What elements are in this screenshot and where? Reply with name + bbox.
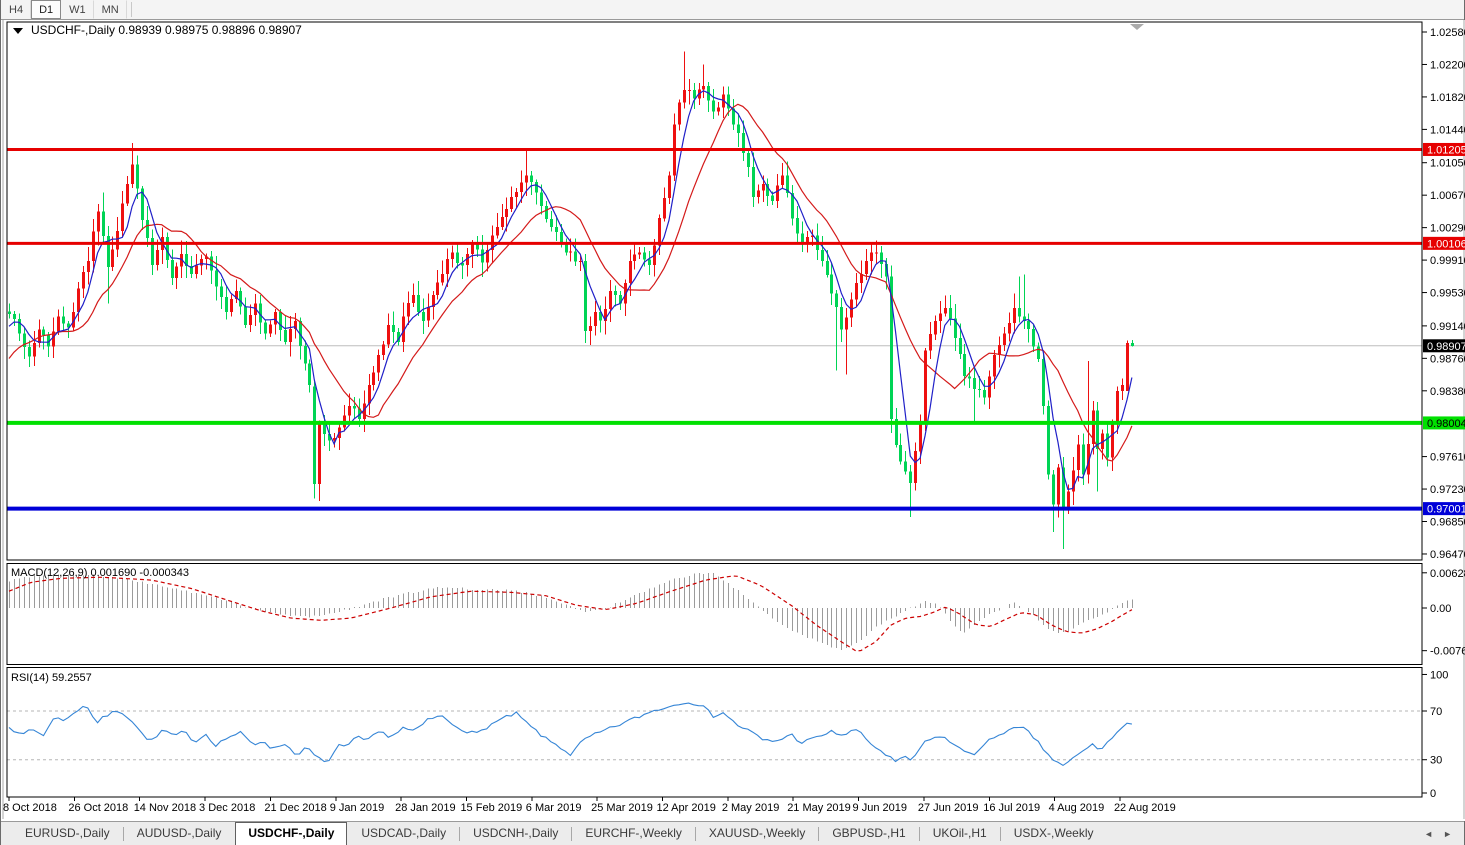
- chart-tab-usdcnh-daily[interactable]: USDCNH-,Daily: [473, 826, 559, 840]
- chart-tab-usdchf-daily[interactable]: USDCHF-,Daily: [235, 822, 348, 845]
- svg-text:26 Oct 2018: 26 Oct 2018: [68, 802, 128, 814]
- svg-text:1.02580: 1.02580: [1430, 27, 1465, 39]
- svg-text:12 Apr 2019: 12 Apr 2019: [657, 802, 716, 814]
- chart-tab-usdcad-daily[interactable]: USDCAD-,Daily: [361, 826, 447, 840]
- svg-text:0.98004: 0.98004: [1427, 418, 1465, 430]
- timeframe-button-mn[interactable]: MN: [94, 0, 127, 19]
- chart-tab-gbpusd-h1[interactable]: GBPUSD-,H1: [832, 826, 906, 840]
- chart-tab-eurchf-weekly[interactable]: EURCHF-,Weekly: [585, 826, 682, 840]
- svg-text:0: 0: [1430, 788, 1436, 800]
- tab-separator: [918, 827, 920, 841]
- svg-text:2 May 2019: 2 May 2019: [722, 802, 779, 814]
- svg-text:27 Jun 2019: 27 Jun 2019: [918, 802, 979, 814]
- tab-separator: [694, 827, 696, 841]
- timeframe-button-d1[interactable]: D1: [31, 0, 62, 19]
- timeframe-button-h4[interactable]: H4: [1, 0, 32, 19]
- timeframe-button-w1[interactable]: W1: [61, 0, 94, 19]
- svg-text:9 Jan 2019: 9 Jan 2019: [330, 802, 384, 814]
- svg-text:1.02200: 1.02200: [1430, 59, 1465, 71]
- svg-text:70: 70: [1430, 706, 1442, 718]
- svg-text:1.00670: 1.00670: [1430, 190, 1465, 202]
- price-axis: 1.02580 1.02200 1.01820 1.01440 1.01050 1.006…: [1422, 27, 1465, 800]
- macd-histogram: [9, 572, 1133, 651]
- chart-tab-eurusd-daily[interactable]: EURUSD-,Daily: [25, 826, 110, 840]
- svg-text:1.01440: 1.01440: [1430, 124, 1465, 136]
- svg-text:30: 30: [1430, 755, 1442, 767]
- tab-separator: [459, 827, 461, 841]
- tab-scroll-right-icon[interactable]: ►: [1443, 829, 1452, 839]
- svg-text:25 Mar 2019: 25 Mar 2019: [591, 802, 653, 814]
- svg-text:28 Jan 2019: 28 Jan 2019: [395, 802, 456, 814]
- macd-label: MACD(12,26,9) 0.001690 -0.000343: [11, 567, 189, 579]
- chart-tab-bar: EURUSD-,Daily AUDUSD-,Daily USDCHF-,Daily U…: [1, 821, 1464, 845]
- tab-separator: [571, 827, 573, 841]
- symbol-menu-icon[interactable]: [13, 28, 23, 34]
- tab-separator: [122, 827, 124, 841]
- tabbar-padding: [1, 822, 13, 845]
- svg-text:100: 100: [1430, 669, 1448, 681]
- svg-text:1.01820: 1.01820: [1430, 92, 1465, 104]
- svg-text:21 Dec 2018: 21 Dec 2018: [264, 802, 326, 814]
- chart-tab-xauusd-weekly[interactable]: XAUUSD-,Weekly: [708, 826, 806, 840]
- svg-text:0.006286: 0.006286: [1430, 568, 1465, 580]
- svg-text:15 Feb 2019: 15 Feb 2019: [460, 802, 522, 814]
- rsi-line: [8, 702, 1132, 767]
- tab-scroll-left-icon[interactable]: ◄: [1424, 829, 1434, 839]
- svg-text:-0.00762: -0.00762: [1430, 646, 1465, 658]
- svg-text:0.98907: 0.98907: [1427, 341, 1465, 353]
- chart-title: USDCHF-,Daily 0.98939 0.98975 0.98896 0.…: [31, 23, 302, 37]
- tab-scroll-buttons: ◄ ►: [1412, 822, 1464, 845]
- svg-text:21 May 2019: 21 May 2019: [787, 802, 851, 814]
- svg-text:0.96470: 0.96470: [1430, 549, 1465, 561]
- svg-text:14 Nov 2018: 14 Nov 2018: [134, 802, 196, 814]
- svg-text:1.01205: 1.01205: [1427, 144, 1465, 156]
- macd-signal-line: [8, 575, 1133, 652]
- svg-text:22 Aug 2019: 22 Aug 2019: [1114, 802, 1176, 814]
- date-axis: 8 Oct 2018 26 Oct 2018 14 Nov 2018 3 Dec 20…: [3, 797, 1176, 814]
- ma-fast-line: [8, 90, 1133, 491]
- chart-canvas[interactable]: 1.02580 1.02200 1.01820 1.01440 1.01050 1.006…: [1, 20, 1465, 821]
- chart-tab-audusd-daily[interactable]: AUDUSD-,Daily: [136, 826, 222, 840]
- svg-text:8 Oct 2018: 8 Oct 2018: [3, 802, 57, 814]
- svg-text:1.01050: 1.01050: [1430, 158, 1465, 170]
- svg-text:0.97001: 0.97001: [1427, 504, 1465, 516]
- autoscroll-marker-icon[interactable]: [1130, 24, 1144, 30]
- svg-text:0.00: 0.00: [1430, 603, 1451, 615]
- svg-text:3 Dec 2018: 3 Dec 2018: [199, 802, 255, 814]
- chart-tab-ukoil-h1[interactable]: UKOil-,H1: [932, 826, 987, 840]
- chart-tab-usdx-weekly[interactable]: USDX-,Weekly: [1013, 826, 1094, 840]
- tab-separator: [999, 827, 1001, 841]
- svg-text:1.00106: 1.00106: [1427, 238, 1465, 250]
- toolbar-separator: [130, 2, 132, 17]
- tab-separator: [818, 827, 820, 841]
- svg-text:16 Jul 2019: 16 Jul 2019: [983, 802, 1040, 814]
- svg-text:4 Aug 2019: 4 Aug 2019: [1049, 802, 1105, 814]
- rsi-label: RSI(14) 59.2557: [11, 672, 92, 684]
- svg-text:6 Mar 2019: 6 Mar 2019: [526, 802, 582, 814]
- timeframe-toolbar: H4 D1 W1 MN: [1, 0, 1464, 20]
- svg-text:9 Jun 2019: 9 Jun 2019: [853, 802, 907, 814]
